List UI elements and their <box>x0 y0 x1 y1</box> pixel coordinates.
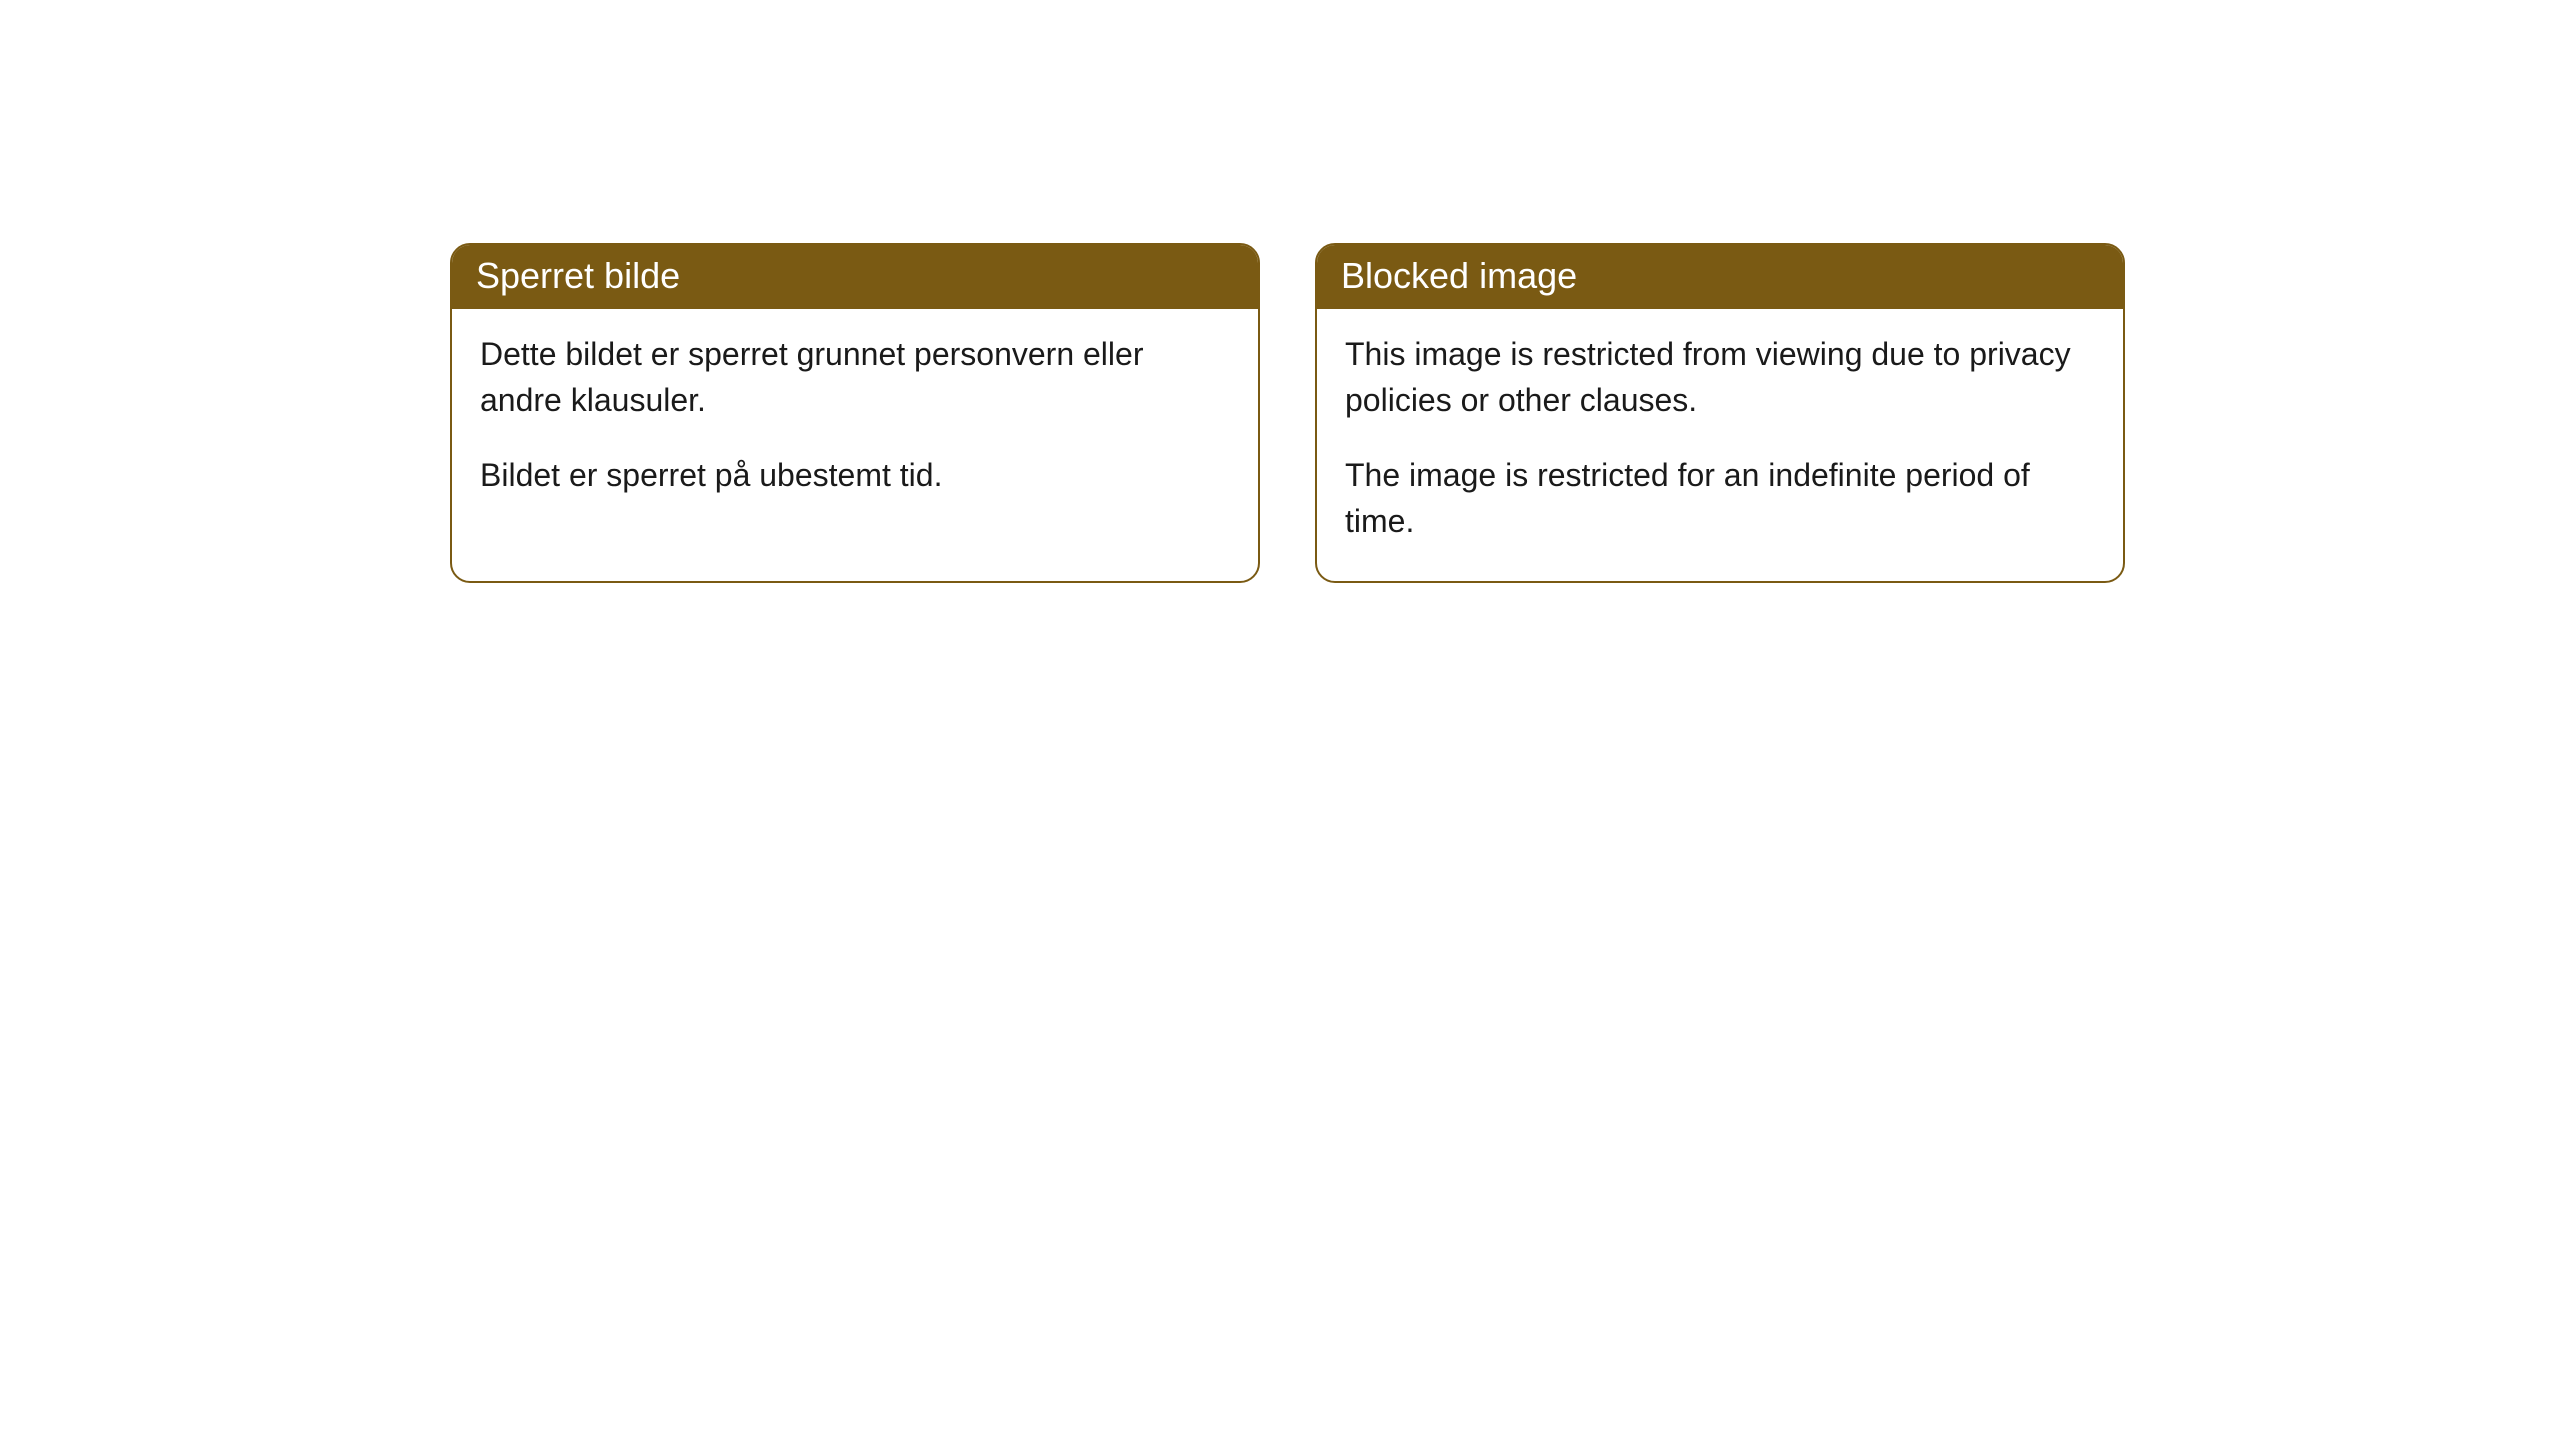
notice-card-norwegian: Sperret bilde Dette bildet er sperret gr… <box>450 243 1260 583</box>
notice-header-norwegian: Sperret bilde <box>452 245 1258 309</box>
notice-body-norwegian: Dette bildet er sperret grunnet personve… <box>452 309 1258 534</box>
notice-paragraph: The image is restricted for an indefinit… <box>1345 452 2095 545</box>
notice-paragraph: Dette bildet er sperret grunnet personve… <box>480 331 1230 424</box>
notice-body-english: This image is restricted from viewing du… <box>1317 309 2123 581</box>
notice-card-english: Blocked image This image is restricted f… <box>1315 243 2125 583</box>
notice-container: Sperret bilde Dette bildet er sperret gr… <box>0 0 2560 583</box>
notice-paragraph: Bildet er sperret på ubestemt tid. <box>480 452 1230 498</box>
notice-header-english: Blocked image <box>1317 245 2123 309</box>
notice-paragraph: This image is restricted from viewing du… <box>1345 331 2095 424</box>
